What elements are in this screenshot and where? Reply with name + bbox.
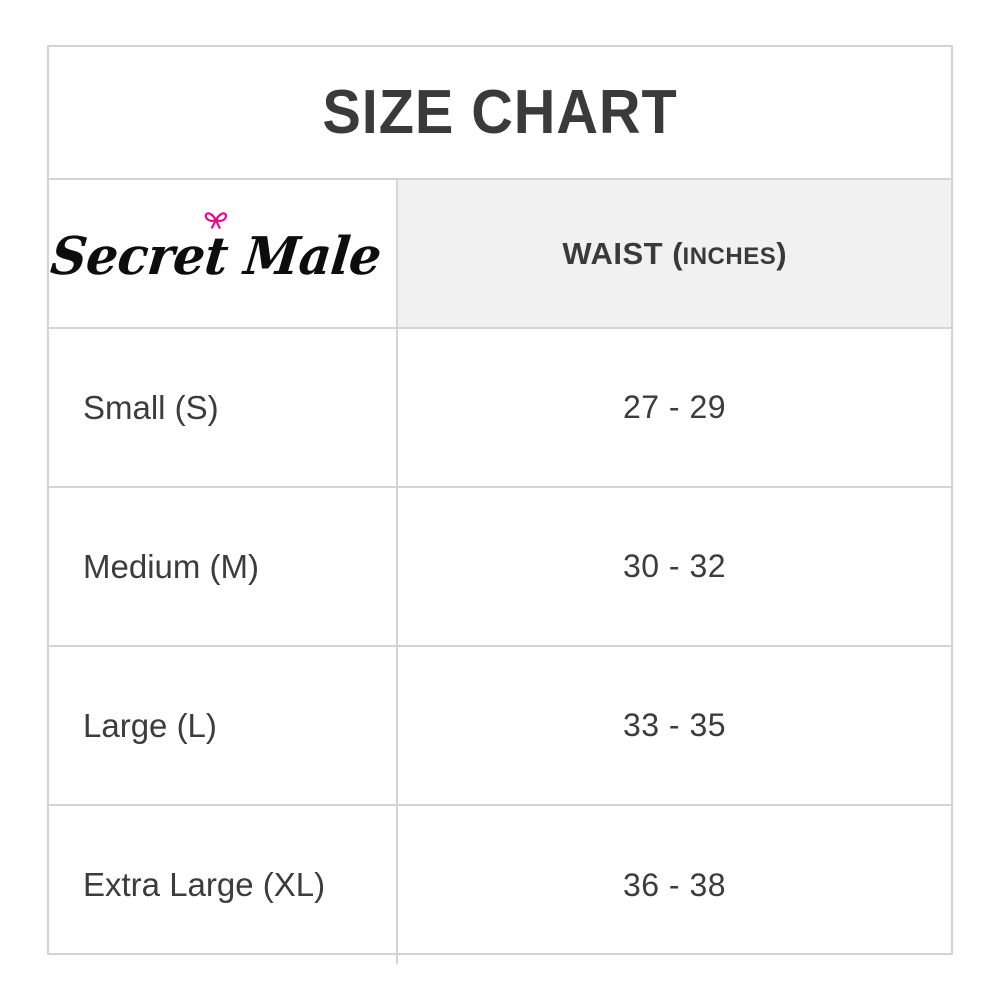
waist-value: 27 - 29: [622, 389, 727, 425]
size-label: Small (S): [83, 388, 219, 426]
waist-value: 33 - 35: [622, 707, 727, 743]
brand-wordmark: Secret Male: [47, 225, 384, 287]
table-title-row: SIZE CHART: [49, 47, 951, 180]
row-size-cell: Large (L): [49, 647, 398, 804]
row-waist-cell: 30 - 32: [398, 488, 951, 645]
size-label: Medium (M): [83, 547, 260, 585]
waist-value: 36 - 38: [622, 866, 727, 903]
waist-header-measure: WAIST: [562, 235, 664, 271]
waist-header-unit: INCHES: [682, 242, 777, 270]
table-header-row: Secret Male WAIST (INCHES): [47, 180, 951, 329]
brand-logo: Secret Male: [47, 211, 395, 287]
size-chart-table: SIZE CHART Secret Male: [47, 45, 953, 964]
page-title: SIZE CHART: [322, 77, 678, 147]
row-waist-cell: 27 - 29: [398, 329, 951, 486]
row-size-cell: Medium (M): [49, 488, 398, 645]
table-row: Medium (M) 30 - 32: [49, 488, 951, 647]
row-waist-cell: 36 - 38: [398, 806, 951, 964]
header-cell-brand: Secret Male: [47, 180, 398, 327]
row-waist-cell: 33 - 35: [398, 647, 951, 804]
row-size-cell: Extra Large (XL): [49, 806, 398, 964]
waist-value: 30 - 32: [622, 548, 727, 584]
waist-header-open-paren: (: [672, 235, 683, 271]
size-label: Large (L): [83, 706, 217, 744]
size-label: Extra Large (XL): [83, 866, 326, 903]
table-row: Extra Large (XL) 36 - 38: [49, 806, 951, 964]
waist-header-close-paren: ): [776, 235, 787, 271]
row-size-cell: Small (S): [49, 329, 398, 486]
table-row: Small (S) 27 - 29: [49, 329, 951, 488]
waist-header-label: WAIST (INCHES): [562, 236, 786, 272]
header-cell-waist: WAIST (INCHES): [398, 180, 951, 327]
table-row: Large (L) 33 - 35: [49, 647, 951, 806]
